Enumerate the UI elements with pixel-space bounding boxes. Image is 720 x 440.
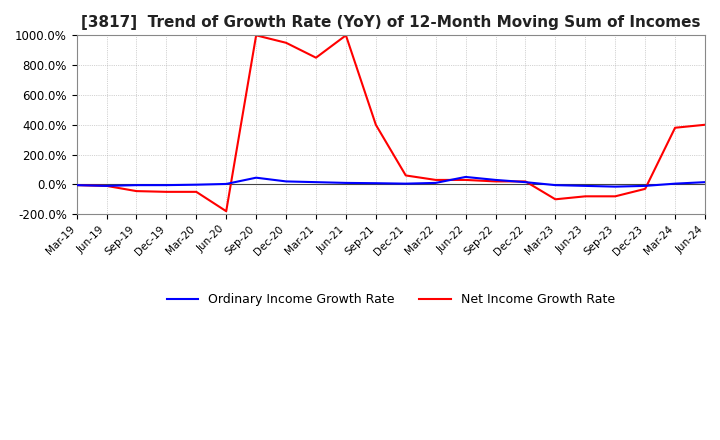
Ordinary Income Growth Rate — [252, 175, 261, 180]
Net Income Growth Rate — [252, 33, 261, 38]
Net Income Growth Rate — [282, 40, 290, 45]
Net Income Growth Rate — [521, 179, 530, 184]
Line: Net Income Growth Rate: Net Income Growth Rate — [76, 35, 705, 211]
Net Income Growth Rate — [581, 194, 590, 199]
Net Income Growth Rate — [641, 186, 649, 191]
Net Income Growth Rate — [192, 189, 201, 194]
Ordinary Income Growth Rate — [641, 183, 649, 188]
Net Income Growth Rate — [701, 122, 709, 128]
Ordinary Income Growth Rate — [282, 179, 290, 184]
Ordinary Income Growth Rate — [701, 180, 709, 185]
Net Income Growth Rate — [611, 194, 619, 199]
Title: [3817]  Trend of Growth Rate (YoY) of 12-Month Moving Sum of Incomes: [3817] Trend of Growth Rate (YoY) of 12-… — [81, 15, 701, 30]
Ordinary Income Growth Rate — [462, 174, 470, 180]
Net Income Growth Rate — [491, 179, 500, 184]
Net Income Growth Rate — [402, 173, 410, 178]
Ordinary Income Growth Rate — [372, 180, 380, 186]
Ordinary Income Growth Rate — [431, 180, 440, 186]
Net Income Growth Rate — [372, 122, 380, 128]
Net Income Growth Rate — [341, 33, 350, 38]
Net Income Growth Rate — [551, 197, 559, 202]
Ordinary Income Growth Rate — [551, 183, 559, 188]
Net Income Growth Rate — [162, 189, 171, 194]
Ordinary Income Growth Rate — [102, 183, 111, 188]
Ordinary Income Growth Rate — [521, 180, 530, 185]
Net Income Growth Rate — [222, 209, 230, 214]
Line: Ordinary Income Growth Rate: Ordinary Income Growth Rate — [76, 177, 705, 187]
Ordinary Income Growth Rate — [162, 183, 171, 188]
Ordinary Income Growth Rate — [402, 181, 410, 186]
Net Income Growth Rate — [462, 177, 470, 183]
Ordinary Income Growth Rate — [611, 184, 619, 189]
Ordinary Income Growth Rate — [312, 180, 320, 185]
Net Income Growth Rate — [312, 55, 320, 60]
Net Income Growth Rate — [72, 183, 81, 188]
Ordinary Income Growth Rate — [192, 182, 201, 187]
Ordinary Income Growth Rate — [132, 183, 141, 188]
Ordinary Income Growth Rate — [72, 183, 81, 188]
Legend: Ordinary Income Growth Rate, Net Income Growth Rate: Ordinary Income Growth Rate, Net Income … — [162, 289, 620, 312]
Net Income Growth Rate — [102, 183, 111, 188]
Net Income Growth Rate — [132, 188, 141, 194]
Ordinary Income Growth Rate — [671, 181, 680, 186]
Ordinary Income Growth Rate — [222, 181, 230, 187]
Ordinary Income Growth Rate — [491, 177, 500, 183]
Net Income Growth Rate — [671, 125, 680, 130]
Ordinary Income Growth Rate — [341, 180, 350, 186]
Ordinary Income Growth Rate — [581, 183, 590, 188]
Net Income Growth Rate — [431, 177, 440, 183]
